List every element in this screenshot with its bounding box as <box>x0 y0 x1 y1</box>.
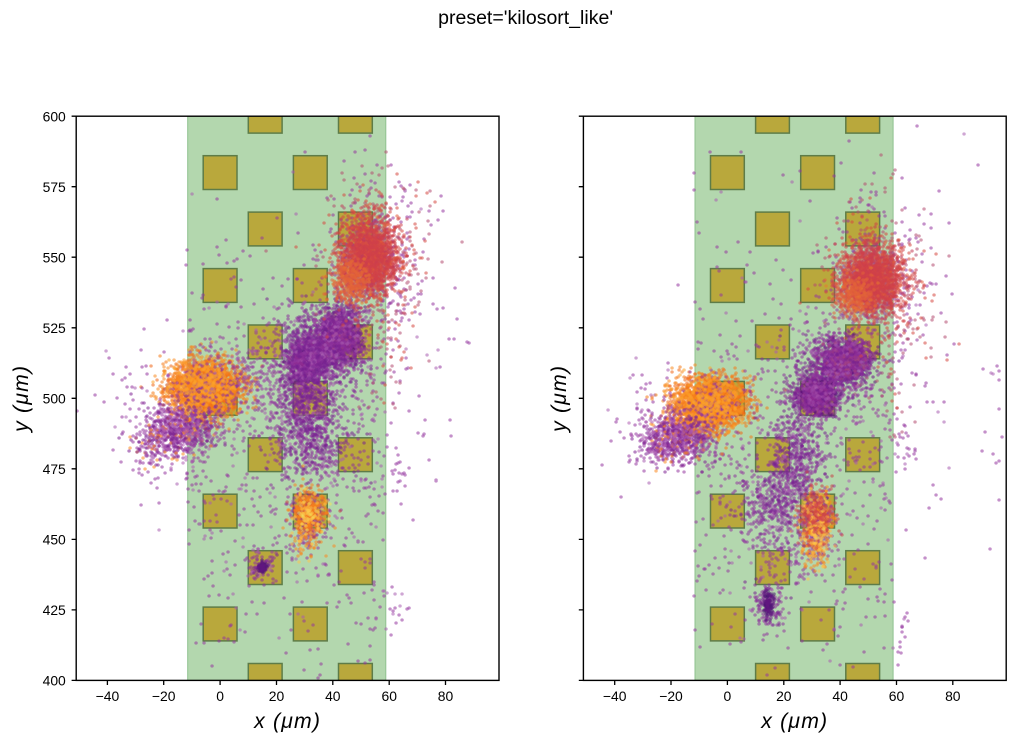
svg-text:−20: −20 <box>659 688 683 704</box>
svg-text:20: 20 <box>269 688 285 704</box>
svg-text:525: 525 <box>43 320 66 336</box>
svg-text:−20: −20 <box>152 688 176 704</box>
svg-text:60: 60 <box>381 688 397 704</box>
svg-text:40: 40 <box>325 688 341 704</box>
svg-text:−40: −40 <box>603 688 627 704</box>
svg-text:20: 20 <box>776 688 792 704</box>
svg-text:x (μm): x (μm) <box>253 710 321 733</box>
svg-text:550: 550 <box>43 250 66 266</box>
svg-text:475: 475 <box>43 461 66 477</box>
svg-text:0: 0 <box>724 688 732 704</box>
svg-text:40: 40 <box>832 688 848 704</box>
svg-text:x (μm): x (μm) <box>760 710 828 733</box>
svg-text:400: 400 <box>43 673 66 689</box>
svg-text:60: 60 <box>889 688 905 704</box>
svg-text:575: 575 <box>43 179 66 195</box>
svg-text:425: 425 <box>43 602 66 618</box>
svg-text:500: 500 <box>43 391 66 407</box>
svg-text:y (μm): y (μm) <box>10 365 33 434</box>
svg-text:−40: −40 <box>96 688 120 704</box>
svg-text:450: 450 <box>43 532 66 548</box>
svg-text:y (μm): y (μm) <box>548 365 571 434</box>
svg-text:preset='kilosort_like': preset='kilosort_like' <box>438 7 613 29</box>
svg-text:80: 80 <box>438 688 454 704</box>
svg-text:600: 600 <box>43 109 66 125</box>
svg-text:0: 0 <box>216 688 224 704</box>
svg-text:80: 80 <box>945 688 961 704</box>
